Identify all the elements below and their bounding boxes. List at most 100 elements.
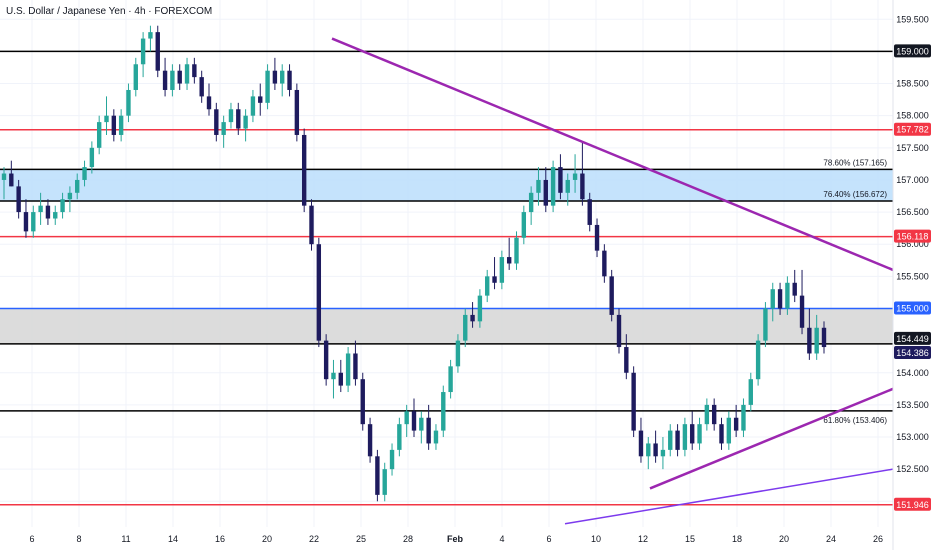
candle-body (777, 289, 783, 309)
candle-body (419, 417, 424, 431)
price-label-bg (894, 497, 931, 511)
x-tick-label: 28 (403, 534, 413, 544)
zone-band (0, 169, 893, 202)
candle-body (140, 38, 146, 65)
trendline-ascending-upper (649, 387, 894, 490)
price-label-bg (894, 331, 931, 345)
price-label: 151.946 (896, 500, 929, 510)
candle-body (572, 173, 578, 180)
candle-body (375, 456, 380, 495)
candle-body (733, 417, 739, 431)
y-tick-label: 158.000 (896, 111, 929, 121)
candle-body (294, 89, 300, 135)
x-tick-label: 18 (732, 534, 742, 544)
candle-body (177, 70, 182, 84)
candle-body (243, 115, 248, 129)
candle-body (411, 411, 417, 431)
candle-body (587, 199, 592, 225)
candle-body (792, 282, 797, 296)
y-tick-label: 157.500 (896, 143, 929, 153)
level-label: 61.80% (153.406) (823, 416, 887, 425)
candle-body (301, 134, 307, 206)
candle-body (338, 372, 343, 386)
candle-body (170, 70, 175, 90)
price-label: 154.386 (896, 348, 929, 358)
candle-body (75, 179, 80, 193)
candle-body (711, 404, 717, 425)
candle-body (1, 173, 7, 180)
candle-body (594, 224, 600, 251)
y-tick-label: 156.000 (896, 239, 929, 249)
candle-body (353, 353, 358, 380)
candle-body (382, 469, 387, 495)
candle-body (690, 424, 695, 444)
price-label: 156.118 (897, 232, 929, 242)
candle-body (448, 366, 453, 393)
candle-body (755, 340, 761, 380)
x-tick-label: 6 (29, 534, 34, 544)
candle-body (433, 430, 439, 444)
candle-body (799, 295, 805, 328)
candle-body (748, 379, 753, 405)
candle-body (558, 167, 563, 193)
candle-body (265, 70, 270, 103)
x-tick-label: 16 (215, 534, 225, 544)
candle-body (221, 122, 226, 135)
candle-body (53, 212, 58, 219)
candle-body (580, 173, 585, 200)
x-tick-label: 14 (168, 534, 178, 544)
candle-body (543, 179, 548, 206)
candle-body (675, 430, 680, 450)
candle-body (660, 449, 666, 457)
price-label-bg (894, 229, 931, 243)
price-label: 159.000 (896, 46, 929, 56)
candle-body (118, 115, 124, 135)
candle-body (770, 289, 775, 309)
x-tick-label: 4 (499, 534, 504, 544)
candle-body (514, 237, 519, 264)
x-tick-label: 25 (356, 534, 366, 544)
candle-body (682, 424, 688, 450)
x-tick-label: 12 (638, 534, 648, 544)
candle-body (67, 192, 73, 200)
candle-body (323, 340, 329, 380)
candle-body (236, 109, 241, 129)
candle-body (463, 314, 468, 341)
candle-body (389, 449, 395, 470)
candle-body (807, 327, 812, 354)
candle-body (404, 411, 409, 425)
candle-body (455, 340, 461, 367)
candle-body (258, 96, 263, 103)
y-tick-label: 155.500 (896, 271, 929, 281)
candle-body (82, 167, 87, 180)
candle-body (89, 147, 95, 168)
candle-body (821, 327, 827, 348)
x-tick-label: 24 (826, 534, 836, 544)
candle-body (360, 379, 365, 425)
price-label: 154.449 (896, 334, 929, 344)
candle-body (228, 109, 234, 123)
y-tick-label: 152.500 (896, 464, 929, 474)
y-tick-label: 153.000 (896, 432, 929, 442)
price-label-bg (894, 122, 931, 136)
price-label-bg (894, 345, 931, 359)
x-tick-label: 10 (591, 534, 601, 544)
candle-body (148, 32, 153, 39)
candle-body (602, 250, 607, 277)
x-tick-label: 11 (121, 534, 130, 544)
candle-body (616, 314, 622, 348)
candle-body (631, 372, 636, 431)
x-tick-label: 20 (262, 534, 272, 544)
candle-body (506, 257, 512, 264)
candle-body (470, 314, 475, 322)
y-tick-label: 159.500 (896, 14, 929, 24)
candle-body (16, 186, 21, 213)
candle-body (646, 443, 651, 457)
plot-background (0, 0, 893, 527)
x-tick-label: 22 (309, 534, 319, 544)
candle-body (565, 179, 570, 193)
candle-body (155, 32, 160, 71)
candle-body (397, 424, 402, 450)
